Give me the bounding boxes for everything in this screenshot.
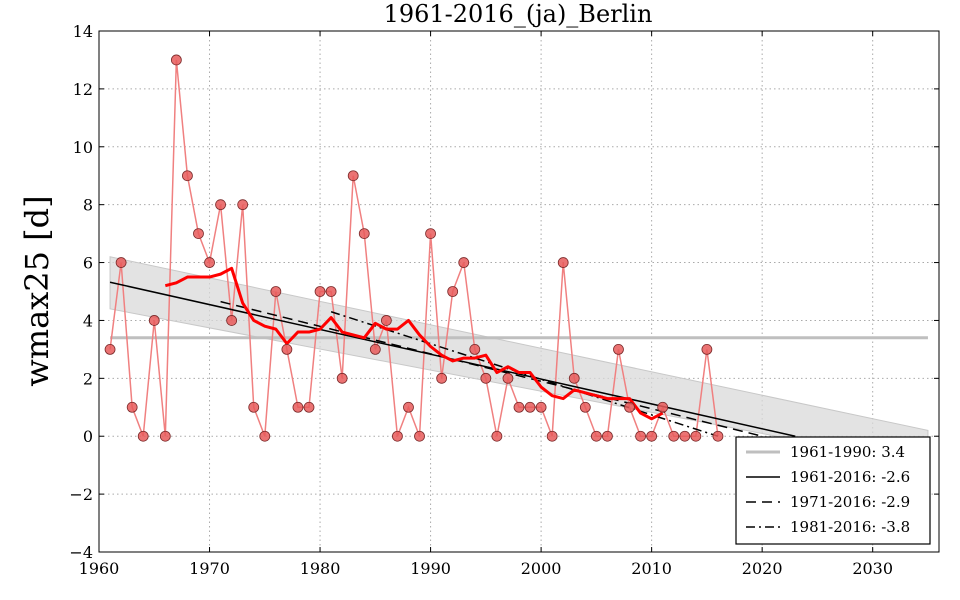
observation-point	[480, 372, 492, 384]
observation-point	[557, 257, 569, 268]
observation-point	[226, 315, 238, 326]
observation-point	[712, 430, 724, 442]
observation-point	[535, 401, 547, 413]
y-tick-label: 0	[83, 427, 93, 446]
y-axis-label: wmax25 [d]	[18, 195, 56, 386]
observation-point	[436, 372, 448, 384]
observation-point	[524, 401, 536, 413]
y-tick-label: 8	[83, 196, 93, 215]
observation-point	[137, 430, 149, 442]
confidence-band	[109, 256, 929, 466]
observation-point	[657, 401, 669, 413]
observation-point	[336, 372, 348, 384]
x-tick-label: 2020	[742, 559, 783, 578]
legend-label: 1961-2016: -2.6	[790, 468, 910, 486]
y-tick-label: 4	[83, 311, 93, 330]
observation-point	[148, 315, 160, 326]
trend-line	[220, 300, 763, 437]
observation-point	[590, 430, 602, 442]
observation-point	[126, 401, 138, 413]
x-tick-label: 1980	[300, 559, 341, 578]
observation-point	[646, 430, 658, 442]
observation-point	[248, 401, 260, 413]
observation-point	[115, 257, 127, 268]
observation-point	[303, 401, 315, 413]
legend: 1961-1990: 3.4 1961-2016: -2.6 1971-2016: …	[735, 436, 931, 545]
observation-point	[104, 343, 116, 355]
observation-point	[690, 430, 702, 442]
observation-point	[513, 401, 525, 413]
observation-point	[270, 286, 282, 297]
observation-point	[369, 343, 381, 355]
observation-line	[109, 59, 719, 437]
legend-label: 1971-2016: -2.9	[790, 493, 910, 511]
plot-area	[104, 54, 929, 466]
plot-frame	[98, 30, 940, 553]
x-tick-label: 2000	[521, 559, 562, 578]
observation-point	[701, 343, 713, 355]
observation-point	[679, 430, 691, 442]
observation-point	[347, 170, 359, 182]
y-tick-label: 10	[73, 138, 93, 157]
legend-box	[735, 436, 931, 545]
y-tick-label: 12	[73, 80, 93, 99]
moving-average-line	[164, 266, 664, 421]
observation-point	[458, 257, 470, 268]
y-tick-label: 2	[83, 369, 93, 388]
observation-point	[414, 430, 425, 442]
observation-point	[668, 430, 680, 442]
x-tick-label: 1990	[410, 559, 451, 578]
observation-point	[635, 430, 646, 442]
observation-point	[314, 286, 326, 297]
axis-ticks: 1960 1970 1980 1990 2000 2010 2020 2030 −4 −2 0 2 4 6…	[69, 22, 939, 578]
legend-label: 1961-1990: 3.4	[790, 443, 905, 461]
observation-point	[325, 286, 337, 297]
legend-label: 1981-2016: -3.8	[790, 518, 910, 536]
observation-point	[491, 430, 503, 442]
y-tick-label: −4	[69, 543, 93, 562]
observation-point	[469, 343, 481, 355]
observation-point	[403, 401, 414, 413]
observation-point	[170, 54, 182, 66]
observation-point	[292, 401, 304, 413]
observation-point	[546, 430, 558, 442]
observation-point	[502, 372, 514, 384]
x-tick-label: 1970	[189, 559, 230, 578]
observation-point	[392, 430, 403, 442]
chart-title: 1961-2016_(ja)_Berlin	[384, 0, 653, 28]
observation-point	[204, 257, 215, 268]
observation-point	[358, 228, 370, 240]
observation-point	[281, 343, 293, 355]
observation-point	[624, 401, 635, 413]
observation-point	[447, 286, 459, 297]
trend-line	[109, 281, 796, 437]
observation-point	[613, 343, 624, 355]
observation-point	[380, 315, 392, 326]
observation-point	[182, 170, 193, 182]
observation-point	[237, 199, 249, 211]
observation-point	[568, 372, 580, 384]
x-tick-label: 2030	[852, 559, 893, 578]
observation-point	[193, 228, 204, 240]
observation-point	[159, 430, 171, 442]
observation-point	[579, 401, 591, 413]
y-tick-label: 14	[73, 22, 93, 41]
y-tick-label: 6	[83, 254, 93, 273]
x-tick-label: 1960	[79, 559, 120, 578]
y-tick-label: −2	[69, 485, 93, 504]
observation-point	[215, 199, 226, 211]
observation-point	[259, 430, 271, 442]
x-tick-label: 2010	[631, 559, 672, 578]
observation-point	[602, 430, 613, 442]
observation-point	[425, 228, 436, 240]
